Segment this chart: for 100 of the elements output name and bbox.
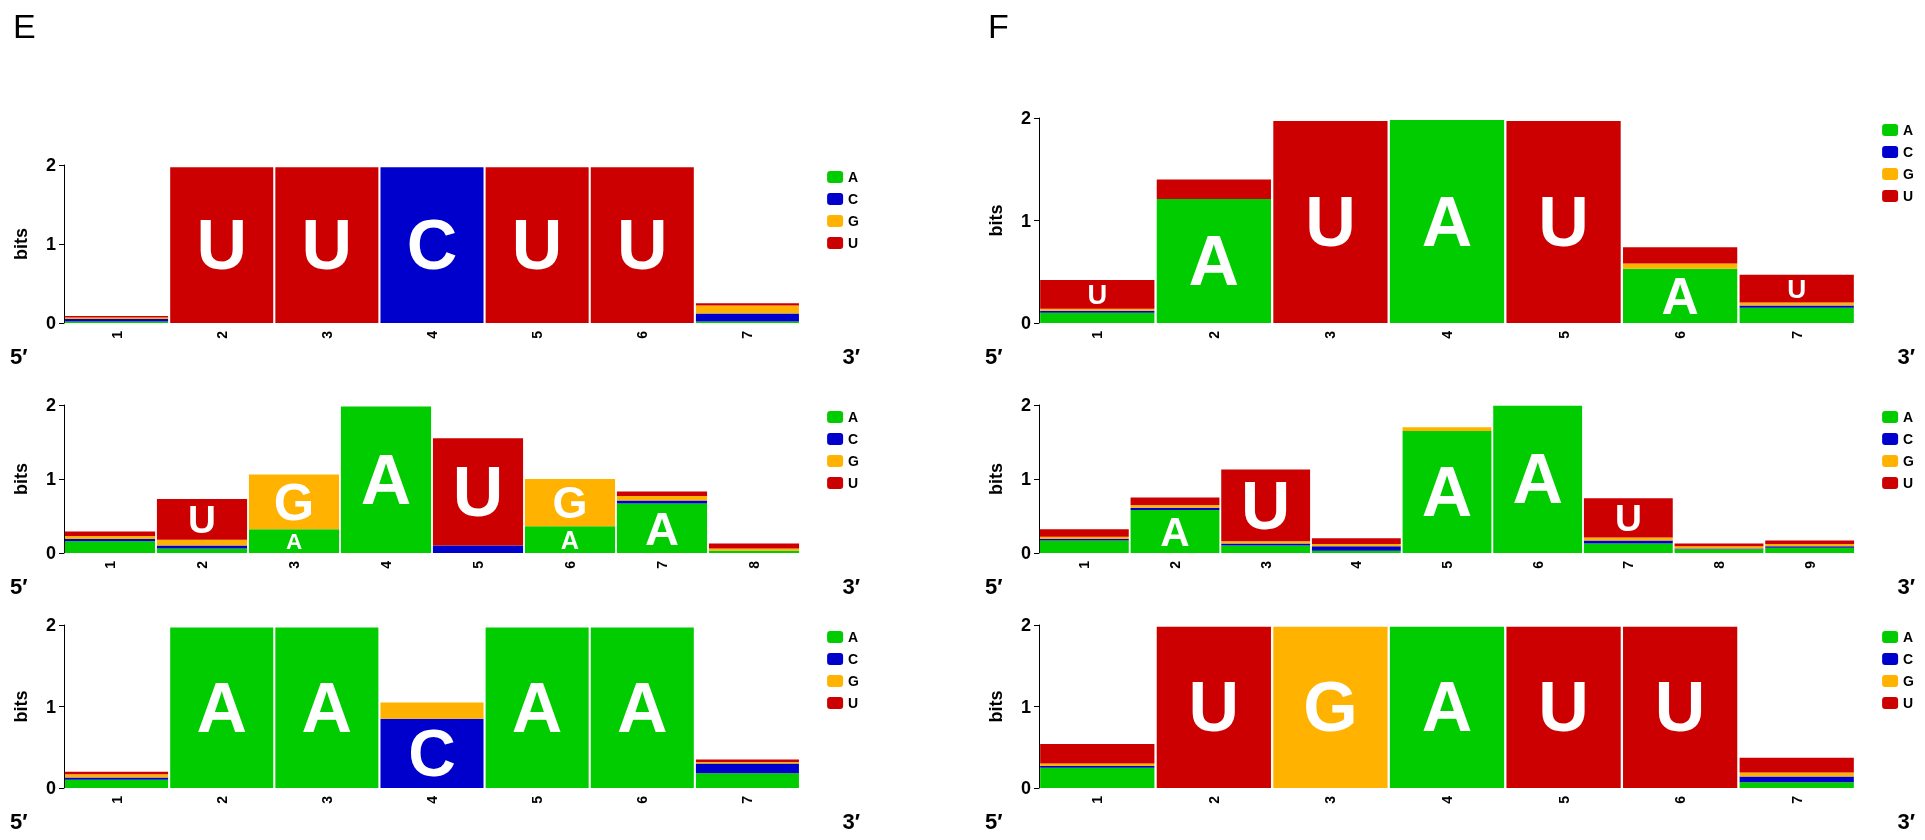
y-axis-title: bits <box>986 690 1006 723</box>
x-tick-label: 4 <box>424 795 440 804</box>
text: U <box>1241 467 1291 544</box>
text: U <box>617 206 668 285</box>
legend-label: U <box>848 475 859 491</box>
text: U <box>196 206 247 285</box>
text: A <box>511 668 563 747</box>
text: U <box>1305 183 1356 262</box>
legend-label: U <box>1903 475 1914 491</box>
x-tick-label: 8 <box>1711 560 1727 569</box>
y-axis-title: bits <box>986 462 1006 496</box>
text: A <box>1421 668 1473 747</box>
text: U <box>1787 273 1807 304</box>
y-tick-label: 2 <box>1020 395 1031 415</box>
x-tick-label: 7 <box>654 560 670 569</box>
y-tick-label: 2 <box>45 155 56 175</box>
text: G <box>273 472 315 531</box>
chart-title: F <box>988 7 1009 45</box>
x-tick-label: 3 <box>318 795 335 804</box>
x-tick-label: 2 <box>213 795 230 804</box>
y-tick-label: 1 <box>1020 696 1031 717</box>
y-tick-label: 2 <box>1020 615 1031 635</box>
y-axis-title: bits <box>11 227 31 261</box>
y-axis-title: bits <box>11 690 31 723</box>
legend-label: C <box>1903 651 1914 667</box>
text: A <box>617 668 668 747</box>
y-tick-label: 0 <box>1020 543 1031 563</box>
text: 3′ <box>842 343 861 369</box>
text: A <box>1188 221 1240 300</box>
x-tick-label: 3 <box>1257 560 1274 569</box>
legend-label: A <box>848 629 859 645</box>
text: 5′ <box>985 808 1003 834</box>
legend-label: A <box>1903 409 1914 425</box>
text: U <box>1614 496 1642 539</box>
x-tick-label: 6 <box>562 560 578 569</box>
text: 3′ <box>1897 573 1916 599</box>
x-tick-label: 7 <box>1788 330 1805 339</box>
x-tick-label: 5 <box>529 795 546 804</box>
legend-label: U <box>1903 188 1914 204</box>
x-tick-label: 5 <box>470 560 486 569</box>
text: U <box>1654 668 1706 747</box>
y-tick-label: 1 <box>45 696 56 717</box>
x-tick-label: 9 <box>1801 560 1818 569</box>
text: A <box>1160 508 1190 555</box>
text: A <box>1512 440 1563 519</box>
text: U <box>1538 668 1589 747</box>
y-tick-label: 2 <box>45 615 56 635</box>
legend-label: G <box>848 453 860 469</box>
legend-label: C <box>848 651 859 667</box>
x-tick-label: 3 <box>318 330 335 339</box>
legend-label: C <box>1903 431 1914 447</box>
x-tick-label: 2 <box>1205 330 1222 339</box>
legend-label: G <box>1903 673 1915 689</box>
x-tick-label: 1 <box>1076 560 1093 569</box>
text: A <box>1421 182 1473 261</box>
legend-label: U <box>1903 695 1914 711</box>
legend-label: A <box>848 409 859 425</box>
y-tick-label: 1 <box>45 469 56 489</box>
text: U <box>452 452 504 531</box>
text: 5′ <box>10 573 28 599</box>
x-tick-label: 6 <box>1529 560 1546 569</box>
x-tick-label: 4 <box>1439 795 1455 804</box>
y-tick-label: 1 <box>1020 210 1031 231</box>
text: 5′ <box>10 343 28 369</box>
text: U <box>188 497 216 541</box>
text: 5′ <box>985 573 1003 599</box>
x-tick-label: 6 <box>634 330 651 339</box>
text: A <box>644 501 680 555</box>
x-tick-label: 4 <box>1439 330 1455 339</box>
x-tick-label: 7 <box>739 795 756 804</box>
legend-label: C <box>848 191 859 207</box>
x-tick-label: 1 <box>102 560 118 569</box>
legend-label: G <box>1903 453 1915 469</box>
chart-title: E <box>13 7 36 45</box>
text: A <box>196 668 247 747</box>
text: A <box>360 440 412 519</box>
text: 3′ <box>842 573 861 599</box>
text: 3′ <box>1897 343 1916 369</box>
legend-label: C <box>1903 144 1914 160</box>
x-tick-label: 1 <box>1089 330 1106 339</box>
x-tick-label: 4 <box>1348 560 1365 569</box>
y-tick-label: 0 <box>45 543 56 563</box>
text: A <box>285 528 303 554</box>
y-tick-label: 0 <box>1020 313 1031 333</box>
text: U <box>1538 183 1589 262</box>
text: U <box>1087 278 1108 310</box>
x-tick-label: 5 <box>1555 330 1572 339</box>
y-tick-label: 2 <box>45 395 56 415</box>
y-tick-label: 1 <box>1020 469 1031 489</box>
legend-label: A <box>848 169 859 185</box>
x-tick-label: 7 <box>739 330 756 339</box>
text: 5′ <box>985 343 1003 369</box>
text: C <box>406 206 458 285</box>
text: 3′ <box>1897 808 1916 834</box>
x-tick-label: 3 <box>1322 330 1339 339</box>
text: A <box>301 668 353 747</box>
text: A <box>1421 452 1473 531</box>
text: U <box>511 206 563 285</box>
x-tick-label: 7 <box>1788 795 1805 804</box>
x-tick-label: 2 <box>1205 795 1222 804</box>
